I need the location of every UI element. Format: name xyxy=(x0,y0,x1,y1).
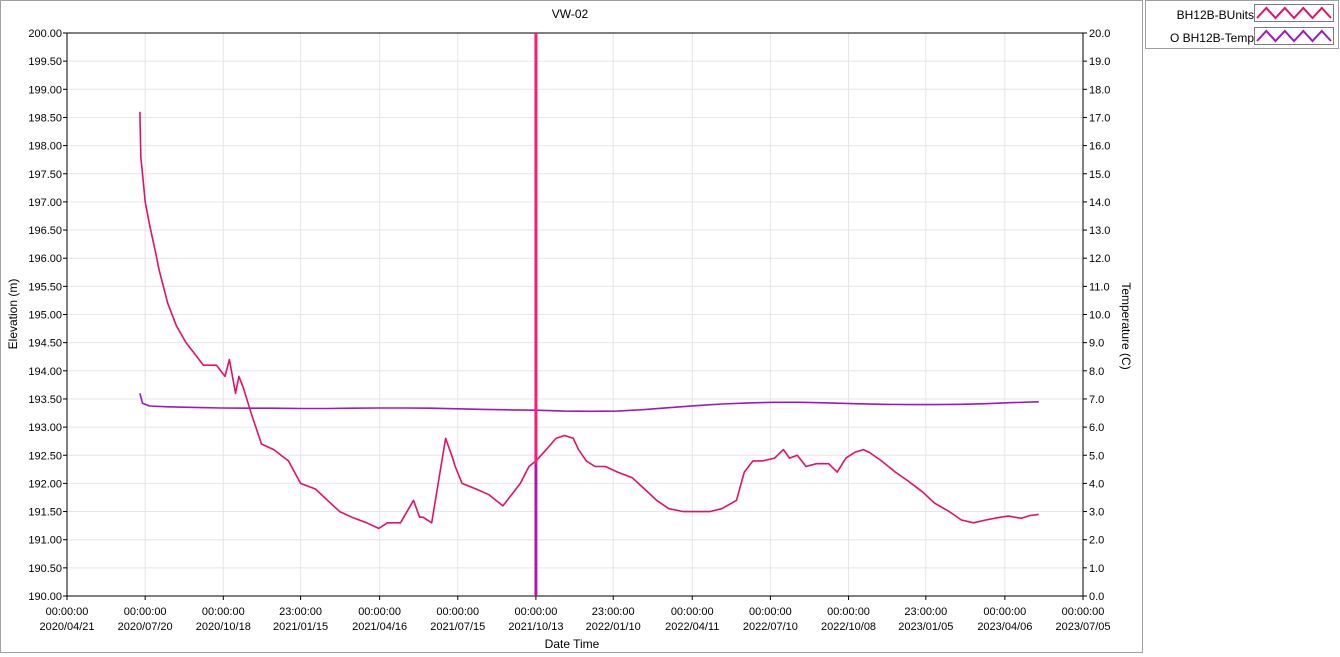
x-axis-label: Date Time xyxy=(545,637,600,651)
y-axis-label: Elevation (m) xyxy=(6,279,20,350)
y2-tick-label: 5.0 xyxy=(1089,450,1104,462)
y-tick-label: 197.50 xyxy=(28,169,62,181)
legend-item-bunits[interactable]: BH12B-BUnits xyxy=(1146,3,1338,25)
x-tick-label: 2023/01/05 xyxy=(898,621,953,633)
x-tick-label: 2021/07/15 xyxy=(430,621,485,633)
y-tick-label: 192.50 xyxy=(28,450,62,462)
legend-item-temp[interactable]: O BH12B-Temp xyxy=(1146,26,1338,48)
y2-tick-label: 7.0 xyxy=(1089,394,1104,406)
y-tick-label: 199.50 xyxy=(28,56,62,68)
legend-wave-bunits xyxy=(1256,6,1332,20)
x-tick-time: 00:00:00 xyxy=(983,606,1026,618)
chart-frame xyxy=(0,0,1143,653)
y2-tick-label: 17.0 xyxy=(1089,112,1110,124)
y2-tick-label: 15.0 xyxy=(1089,169,1110,181)
x-tick-label: 2022/10/08 xyxy=(821,621,876,633)
grid-layer xyxy=(67,33,1083,596)
y-tick-label: 197.00 xyxy=(28,197,62,209)
x-tick-time: 23:00:00 xyxy=(279,606,322,618)
x-tick-time: 23:00:00 xyxy=(592,606,635,618)
y2-tick-label: 9.0 xyxy=(1089,338,1104,350)
legend-label-bunits: BH12B-BUnits xyxy=(1176,8,1254,22)
y2-axis-label: Temperature (C) xyxy=(1119,282,1133,369)
y-axis-left: 190.00 190.50 191.00 191.50 192.00 192.50 193.… xyxy=(28,28,67,603)
x-tick-label: 2020/04/21 xyxy=(39,621,94,633)
x-tick-label: 2021/04/16 xyxy=(352,621,407,633)
x-tick-time: 00:00:00 xyxy=(515,606,558,618)
y-tick-label: 196.50 xyxy=(28,225,62,237)
x-tick-time: 00:00:00 xyxy=(749,606,792,618)
y2-tick-label: 6.0 xyxy=(1089,422,1104,434)
y-tick-label: 198.00 xyxy=(28,141,62,153)
y-tick-label: 190.00 xyxy=(28,591,62,603)
y2-tick-label: 2.0 xyxy=(1089,535,1104,547)
x-tick-label: 2020/07/20 xyxy=(118,621,173,633)
legend-label-temp: O BH12B-Temp xyxy=(1169,31,1254,45)
y-axis-right: 0.0 1.0 2.0 3.0 4.0 5.0 6.0 7.0 8.0 9.0 10.0 11.0 12… xyxy=(1083,28,1110,603)
x-tick-label: 2022/07/10 xyxy=(743,621,798,633)
y-tick-label: 195.00 xyxy=(28,310,62,322)
y2-tick-label: 10.0 xyxy=(1089,310,1110,322)
y-tick-label: 198.50 xyxy=(28,112,62,124)
chart-title: VW-02 xyxy=(552,7,589,21)
y-tick-label: 191.50 xyxy=(28,507,62,519)
x-tick-time: 00:00:00 xyxy=(202,606,245,618)
y-tick-label: 196.00 xyxy=(28,253,62,265)
y-tick-label: 195.50 xyxy=(28,281,62,293)
y-tick-label: 191.00 xyxy=(28,535,62,547)
y-tick-label: 199.00 xyxy=(28,84,62,96)
y-tick-label: 193.00 xyxy=(28,422,62,434)
y-tick-label: 194.50 xyxy=(28,338,62,350)
x-tick-time: 00:00:00 xyxy=(358,606,401,618)
x-tick-label: 2023/04/06 xyxy=(977,621,1032,633)
x-tick-label: 2021/01/15 xyxy=(273,621,328,633)
legend: BH12B-BUnits O BH12B-Temp xyxy=(1145,0,1339,49)
y2-tick-label: 13.0 xyxy=(1089,225,1110,237)
x-tick-time: 00:00:00 xyxy=(827,606,870,618)
y2-tick-label: 14.0 xyxy=(1089,197,1110,209)
x-tick-time: 00:00:00 xyxy=(671,606,714,618)
legend-wave-temp xyxy=(1256,29,1332,43)
y2-tick-label: 19.0 xyxy=(1089,56,1110,68)
y2-tick-label: 1.0 xyxy=(1089,563,1104,575)
x-tick-time: 00:00:00 xyxy=(46,606,89,618)
y2-tick-label: 3.0 xyxy=(1089,507,1104,519)
y2-tick-label: 18.0 xyxy=(1089,84,1110,96)
y-tick-label: 200.00 xyxy=(28,28,62,40)
y2-tick-label: 16.0 xyxy=(1089,141,1110,153)
y-tick-label: 190.50 xyxy=(28,563,62,575)
y-tick-label: 194.00 xyxy=(28,366,62,378)
x-tick-label: 2022/01/10 xyxy=(586,621,641,633)
x-axis: 00:00:00 2020/04/21 00:00:00 2020/07/20 00:0… xyxy=(39,596,1111,633)
x-tick-time: 00:00:00 xyxy=(1062,606,1105,618)
x-tick-time: 23:00:00 xyxy=(904,606,947,618)
y-tick-label: 192.00 xyxy=(28,478,62,490)
x-tick-time: 00:00:00 xyxy=(124,606,167,618)
x-tick-label: 2021/10/13 xyxy=(508,621,563,633)
x-tick-time: 00:00:00 xyxy=(436,606,479,618)
x-tick-label: 2023/07/05 xyxy=(1055,621,1110,633)
x-tick-label: 2020/10/18 xyxy=(196,621,251,633)
y2-tick-label: 0.0 xyxy=(1089,591,1104,603)
series-layer xyxy=(139,111,1039,530)
y2-tick-label: 11.0 xyxy=(1089,281,1110,293)
y2-tick-label: 12.0 xyxy=(1089,253,1110,265)
series-line-temp xyxy=(139,393,1039,413)
y2-tick-label: 8.0 xyxy=(1089,366,1104,378)
y2-tick-label: 4.0 xyxy=(1089,478,1104,490)
legend-swatch-temp[interactable] xyxy=(1254,27,1334,45)
y-tick-label: 193.50 xyxy=(28,394,62,406)
x-tick-label: 2022/04/11 xyxy=(665,621,719,633)
series-line-bunits xyxy=(139,111,1039,530)
legend-swatch-bunits[interactable] xyxy=(1254,4,1334,22)
y2-tick-label: 20.0 xyxy=(1089,28,1110,40)
